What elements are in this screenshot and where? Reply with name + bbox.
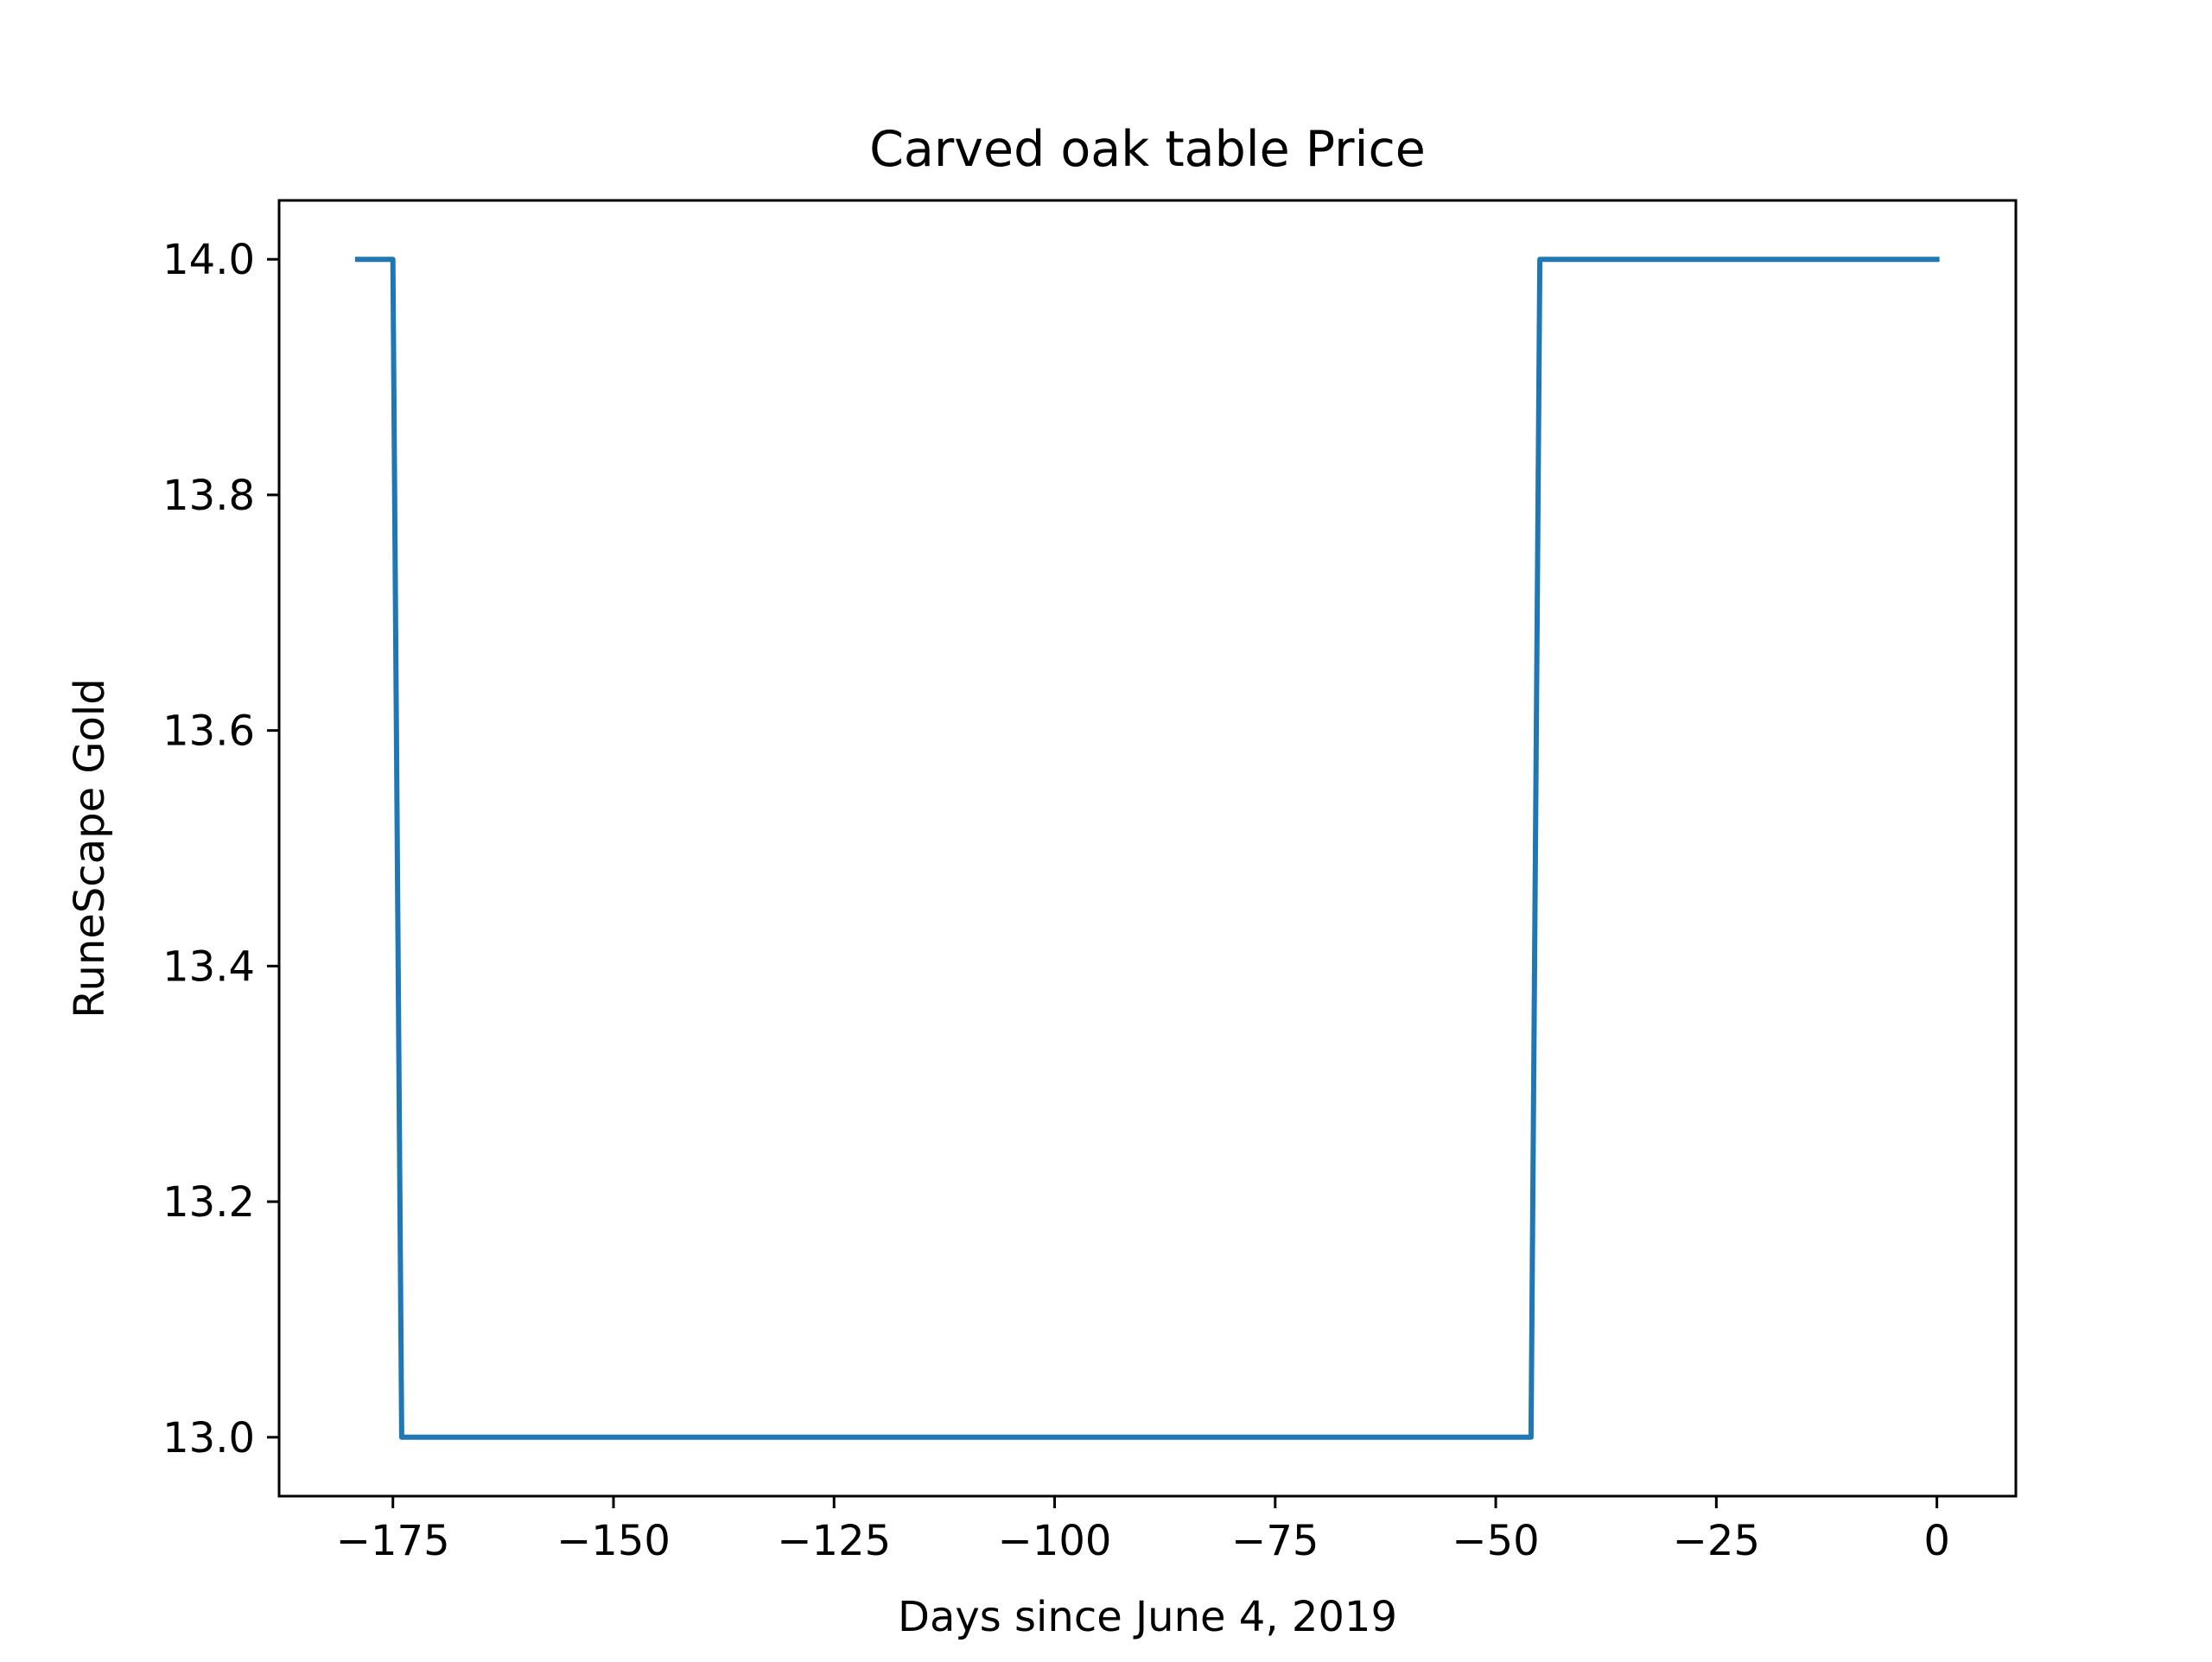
chart-title: Carved oak table Price <box>869 121 1426 178</box>
y-tick-label: 13.8 <box>162 472 255 520</box>
y-tick-label: 14.0 <box>162 236 255 284</box>
y-tick-label: 13.2 <box>162 1178 255 1227</box>
x-tick-label: −25 <box>1673 1517 1760 1565</box>
x-tick-label: −100 <box>998 1517 1112 1565</box>
x-tick-label: −125 <box>777 1517 891 1565</box>
plot-area-frame <box>277 199 2018 1498</box>
x-axis-ticks: −175 −150 −125 −100 −75 −50 −25 0 <box>336 1496 1950 1565</box>
y-tick-label: 13.6 <box>162 707 255 756</box>
price-series-line <box>354 257 1940 1440</box>
x-tick-label: 0 <box>1923 1517 1950 1565</box>
x-tick-label: −175 <box>336 1517 450 1565</box>
y-tick-label: 13.0 <box>162 1414 255 1462</box>
y-tick-label: 13.4 <box>162 942 255 991</box>
x-tick-label: −50 <box>1452 1517 1539 1565</box>
x-tick-label: −75 <box>1231 1517 1319 1565</box>
x-axis-label: Days since June 4, 2019 <box>898 1593 1397 1641</box>
y-axis-label: RuneScape Gold <box>66 678 114 1018</box>
y-axis-ticks: 13.0 13.2 13.4 13.6 13.8 14.0 <box>162 236 279 1462</box>
x-tick-label: −150 <box>556 1517 671 1565</box>
